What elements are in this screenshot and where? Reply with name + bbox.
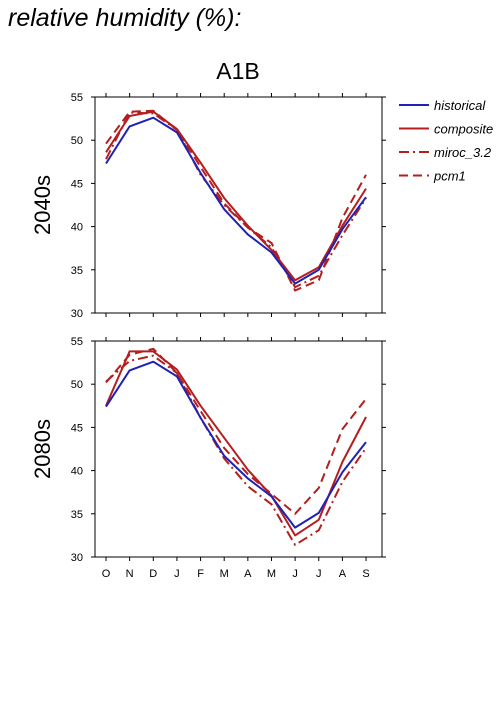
series-line-miroc-3-2 <box>105 354 367 546</box>
panel-frame <box>94 96 383 314</box>
x-tick-label: J <box>316 568 322 580</box>
y-tick-label: 55 <box>71 92 83 104</box>
x-tick-label: J <box>292 568 298 580</box>
y-tick-label: 50 <box>71 135 83 147</box>
x-tick-label: M <box>267 568 276 580</box>
y-tick-label: 50 <box>71 379 83 391</box>
legend-label-historical: historical <box>434 98 486 113</box>
series-line-historical <box>105 360 367 529</box>
x-tick-label: J <box>174 568 180 580</box>
legend-label-miroc-3-2: miroc_3.2 <box>434 145 492 160</box>
series-line-composite <box>105 110 367 282</box>
legend-label-composite: composite <box>434 122 493 137</box>
series-line-miroc-3-2 <box>105 111 367 289</box>
x-tick-label: A <box>244 568 252 580</box>
y-tick-label: 30 <box>71 308 83 320</box>
scenario-label: A1B <box>216 58 260 84</box>
series-line-historical <box>105 116 367 285</box>
y-tick-label: 55 <box>71 336 83 348</box>
y-tick-label: 35 <box>71 509 83 521</box>
figure-title: relative humidity (%): <box>8 4 242 32</box>
x-tick-label: A <box>339 568 347 580</box>
series-line-pcm1 <box>105 347 367 515</box>
panel-frame <box>94 340 383 558</box>
y-tick-label: 35 <box>71 265 83 277</box>
panel-label-2080s: 2080s <box>30 419 55 479</box>
x-tick-label: O <box>102 568 111 580</box>
x-tick-label: D <box>149 568 157 580</box>
x-tick-label: N <box>126 568 134 580</box>
x-tick-label: S <box>362 568 369 580</box>
y-tick-label: 45 <box>71 178 83 190</box>
series-line-composite <box>105 350 367 537</box>
y-tick-label: 40 <box>71 222 83 234</box>
y-tick-label: 30 <box>71 552 83 564</box>
y-tick-label: 45 <box>71 422 83 434</box>
x-tick-label: F <box>197 568 204 580</box>
x-tick-label: M <box>220 568 229 580</box>
panel-label-2040s: 2040s <box>30 175 55 235</box>
y-tick-label: 40 <box>71 466 83 478</box>
legend-label-pcm1: pcm1 <box>433 169 466 184</box>
